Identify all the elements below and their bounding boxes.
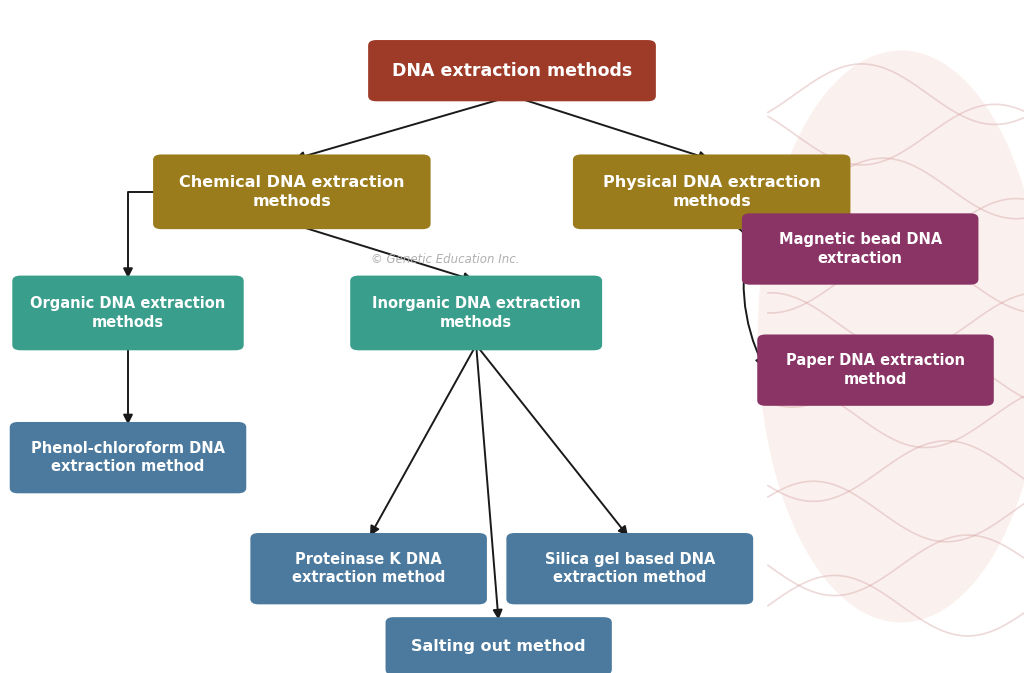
FancyBboxPatch shape [741,213,978,285]
FancyBboxPatch shape [350,276,602,350]
Text: Organic DNA extraction
methods: Organic DNA extraction methods [31,296,225,330]
Ellipse shape [758,50,1024,623]
FancyBboxPatch shape [10,422,246,493]
Text: Physical DNA extraction
methods: Physical DNA extraction methods [603,175,820,209]
Text: Salting out method: Salting out method [412,639,586,653]
Text: Chemical DNA extraction
methods: Chemical DNA extraction methods [179,175,404,209]
Text: Magnetic bead DNA
extraction: Magnetic bead DNA extraction [778,232,942,266]
FancyBboxPatch shape [506,533,753,604]
FancyBboxPatch shape [250,533,487,604]
FancyBboxPatch shape [12,276,244,350]
FancyBboxPatch shape [757,334,993,406]
Text: Paper DNA extraction
method: Paper DNA extraction method [786,353,965,387]
Text: Proteinase K DNA
extraction method: Proteinase K DNA extraction method [292,552,445,586]
FancyBboxPatch shape [153,155,430,229]
FancyBboxPatch shape [572,155,850,229]
Text: Phenol-chloroform DNA
extraction method: Phenol-chloroform DNA extraction method [31,441,225,474]
Text: © Genetic Education Inc.: © Genetic Education Inc. [371,252,520,266]
Text: DNA extraction methods: DNA extraction methods [392,62,632,79]
FancyBboxPatch shape [385,617,611,673]
Text: Inorganic DNA extraction
methods: Inorganic DNA extraction methods [372,296,581,330]
Text: Silica gel based DNA
extraction method: Silica gel based DNA extraction method [545,552,715,586]
FancyBboxPatch shape [369,40,656,101]
